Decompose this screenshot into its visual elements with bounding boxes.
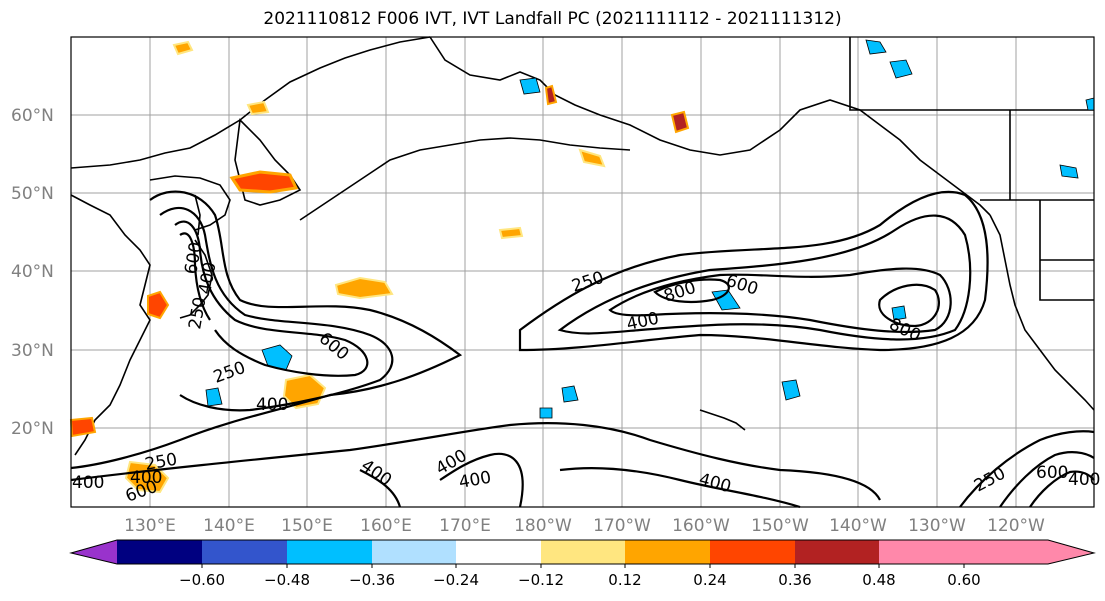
colorbar-extend-right bbox=[964, 540, 1094, 564]
contour-label: 400 bbox=[1068, 470, 1100, 490]
colorbar-tick-label: −0.12 bbox=[518, 571, 564, 589]
ivt-contours bbox=[70, 190, 1095, 509]
colorbar-tick-label: −0.48 bbox=[264, 571, 310, 589]
lon-label: 140°W bbox=[829, 516, 887, 536]
lon-label: 130°E bbox=[124, 516, 176, 536]
lon-label: 160°W bbox=[672, 516, 730, 536]
lat-label: 30°N bbox=[11, 341, 54, 361]
coast-nw-us-1 bbox=[849, 37, 1094, 111]
colorbar-tick-label: 0.48 bbox=[862, 571, 895, 589]
contour-label: 600 bbox=[1036, 463, 1068, 483]
map-frame bbox=[70, 36, 1095, 508]
coast-hawaii bbox=[699, 409, 746, 431]
border-us-states bbox=[1009, 110, 1094, 301]
coast-asia-east bbox=[70, 194, 151, 456]
lat-label: 20°N bbox=[11, 419, 54, 439]
lon-label: 130°W bbox=[908, 516, 966, 536]
contour-label: 400 bbox=[256, 395, 288, 415]
contour-south-400-b bbox=[359, 452, 801, 509]
coast-na-west bbox=[989, 214, 1095, 411]
lon-label: 180°W bbox=[514, 516, 572, 536]
negative-patches bbox=[205, 39, 1095, 419]
coast-japan bbox=[179, 239, 213, 319]
contour-250-west bbox=[70, 190, 463, 470]
lon-label: 140°E bbox=[203, 516, 255, 536]
contour-south-400 bbox=[70, 422, 881, 501]
contour-400-east bbox=[557, 214, 972, 341]
coast-alaska bbox=[429, 36, 991, 216]
contour-se-600 bbox=[1029, 470, 1095, 508]
lon-label: 170°E bbox=[439, 516, 491, 536]
lon-label: 120°W bbox=[987, 516, 1045, 536]
lat-labels: 20°N 30°N 40°N 50°N 60°N bbox=[11, 106, 54, 439]
coastlines bbox=[70, 36, 1095, 456]
colorbar-tick-label: 0.36 bbox=[778, 571, 811, 589]
coast-kamchatka bbox=[234, 118, 302, 206]
contour-label: 400 bbox=[72, 473, 104, 493]
coast-aleutians bbox=[299, 137, 631, 221]
colorbar-tick-label: 0.24 bbox=[693, 571, 726, 589]
coast-okhotsk bbox=[149, 175, 231, 231]
contour-600-west-b bbox=[179, 232, 211, 321]
colorbar-segment bbox=[625, 540, 710, 564]
contour-600-west bbox=[174, 220, 369, 377]
colorbar-segment bbox=[710, 540, 795, 564]
colorbar-outline bbox=[69, 539, 1096, 565]
lon-label: 150°W bbox=[751, 516, 809, 536]
colorbar-segment bbox=[456, 540, 541, 564]
contour-250-east bbox=[518, 190, 989, 352]
colorbar-tick-label: −0.60 bbox=[179, 571, 225, 589]
colorbar-segment bbox=[287, 540, 372, 564]
colorbar: −0.60 −0.48 −0.36 −0.24 −0.12 0.12 0.24 … bbox=[69, 539, 1096, 589]
lon-label: 150°E bbox=[281, 516, 333, 536]
colorbar-segment bbox=[117, 540, 202, 564]
contour-se-250 bbox=[959, 430, 1095, 508]
contour-800-east-a bbox=[653, 278, 730, 303]
map-title: 2021110812 F006 IVT, IVT Landfall PC (20… bbox=[263, 9, 842, 29]
contour-se-400 bbox=[999, 451, 1095, 508]
contour-label: 400 bbox=[130, 468, 162, 488]
lat-label: 60°N bbox=[11, 106, 54, 126]
colorbar-segment bbox=[202, 540, 287, 564]
contour-400-west bbox=[159, 206, 394, 412]
positive-patches bbox=[69, 40, 690, 494]
lon-label: 170°W bbox=[593, 516, 651, 536]
colorbar-tick-label: 0.60 bbox=[947, 571, 980, 589]
colorbar-segment bbox=[541, 540, 625, 564]
colorbar-tick-label: 0.12 bbox=[608, 571, 641, 589]
colorbar-tick-label: −0.36 bbox=[349, 571, 395, 589]
colorbar-segment bbox=[795, 540, 879, 564]
coast-sakhalin bbox=[194, 194, 201, 236]
lat-label: 50°N bbox=[11, 184, 54, 204]
colorbar-tick-label: −0.24 bbox=[433, 571, 479, 589]
colorbar-segment bbox=[879, 540, 964, 564]
lon-label: 160°E bbox=[360, 516, 412, 536]
colorbar-segment bbox=[372, 540, 456, 564]
lat-label: 40°N bbox=[11, 262, 54, 282]
contour-600-east bbox=[608, 267, 952, 334]
lon-labels: 130°E 140°E 150°E 160°E 170°E 180°W 170°… bbox=[124, 516, 1045, 536]
graticule bbox=[71, 37, 1094, 507]
colorbar-extend-left bbox=[71, 540, 117, 564]
contour-800-east-b bbox=[878, 283, 941, 328]
